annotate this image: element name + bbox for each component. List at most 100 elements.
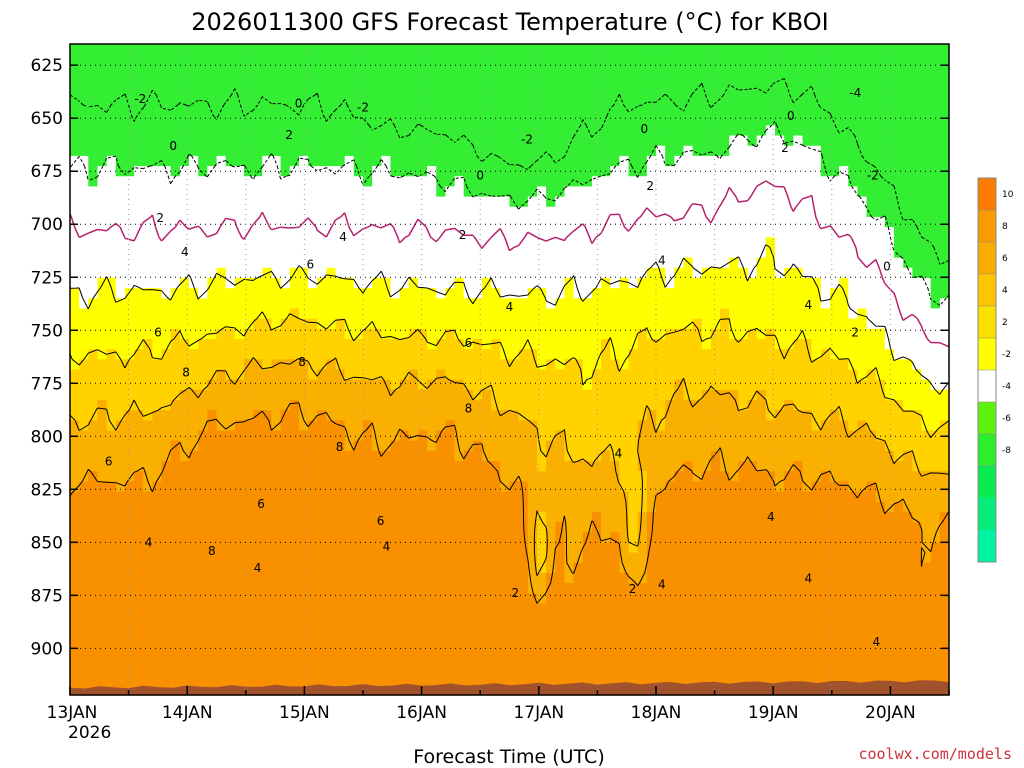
temperature-cell xyxy=(161,644,172,655)
temperature-cell xyxy=(701,145,712,157)
temperature-cell xyxy=(591,674,602,686)
temperature-cell xyxy=(317,318,327,330)
temperature-cell xyxy=(509,135,520,147)
temperature-cell xyxy=(683,267,694,279)
temperature-cell xyxy=(564,389,575,401)
temperature-cell xyxy=(298,277,309,289)
temperature-cell xyxy=(601,511,611,523)
temperature-cell xyxy=(363,155,373,167)
temperature-cell xyxy=(738,613,749,625)
temperature-cell xyxy=(564,644,575,655)
temperature-cell xyxy=(271,369,282,381)
temperature-cell xyxy=(344,461,355,472)
temperature-cell xyxy=(179,267,190,279)
temperature-cell xyxy=(509,664,520,676)
temperature-cell xyxy=(207,623,218,635)
temperature-cell xyxy=(610,481,620,493)
temperature-cell xyxy=(198,491,208,503)
temperature-cell xyxy=(573,664,584,676)
temperature-cell xyxy=(216,542,227,554)
temperature-cell xyxy=(738,583,749,594)
temperature-cell xyxy=(372,511,382,523)
temperature-cell xyxy=(198,450,208,462)
temperature-cell xyxy=(79,542,89,554)
temperature-cell xyxy=(143,216,154,228)
temperature-cell xyxy=(372,135,382,147)
temperature-cell xyxy=(207,369,218,381)
temperature-cell xyxy=(628,674,639,686)
temperature-cell xyxy=(427,440,437,452)
temperature-cell xyxy=(472,176,483,187)
temperature-cell xyxy=(280,196,291,208)
temperature-cell xyxy=(381,186,392,198)
temperature-cell xyxy=(472,267,483,279)
temperature-cell xyxy=(747,257,758,269)
temperature-cell xyxy=(582,318,593,330)
temperature-cell xyxy=(536,481,547,493)
temperature-cell xyxy=(436,105,447,116)
temperature-cell xyxy=(408,603,419,615)
temperature-cell xyxy=(427,74,437,86)
temperature-cell xyxy=(656,74,666,86)
temperature-cell xyxy=(280,84,291,96)
temperature-cell xyxy=(738,247,749,259)
source-credit: coolwx.com/models xyxy=(858,745,1012,763)
temperature-cell xyxy=(289,145,300,157)
temperature-cell xyxy=(317,64,327,76)
temperature-cell xyxy=(344,654,355,666)
temperature-cell xyxy=(518,288,529,299)
temperature-cell xyxy=(335,338,346,350)
temperature-cell xyxy=(143,298,154,310)
temperature-cell xyxy=(628,64,639,76)
temperature-cell xyxy=(683,206,694,218)
temperature-cell xyxy=(289,176,300,187)
temperature-cell xyxy=(253,471,263,482)
temperature-cell xyxy=(610,94,620,106)
temperature-cell xyxy=(152,471,163,482)
temperature-cell xyxy=(610,196,620,208)
temperature-cell xyxy=(152,64,163,76)
temperature-cell xyxy=(207,277,218,289)
temperature-cell xyxy=(674,389,685,401)
temperature-cell xyxy=(482,308,492,320)
temperature-cell xyxy=(738,277,749,289)
temperature-cell xyxy=(399,308,410,320)
temperature-cell xyxy=(363,583,373,594)
temperature-cell xyxy=(619,44,630,55)
temperature-cell xyxy=(756,359,767,371)
temperature-cell xyxy=(271,664,282,676)
temperature-cell xyxy=(152,216,163,228)
temperature-cell xyxy=(152,572,163,584)
temperature-cell xyxy=(298,654,309,666)
temperature-cell xyxy=(646,562,657,574)
temperature-cell xyxy=(564,542,575,554)
temperature-cell xyxy=(289,216,300,228)
temperature-cell xyxy=(408,267,419,279)
temperature-cell xyxy=(189,145,199,157)
temperature-cell xyxy=(637,176,648,187)
temperature-cell xyxy=(637,338,648,350)
temperature-cell xyxy=(88,603,99,615)
temperature-cell xyxy=(591,583,602,594)
temperature-cell xyxy=(527,247,538,259)
temperature-cell xyxy=(390,338,401,350)
temperature-cell xyxy=(198,410,208,421)
temperature-cell xyxy=(152,389,163,401)
temperature-cell xyxy=(335,105,346,116)
temperature-cell xyxy=(79,166,89,177)
temperature-cell xyxy=(555,552,566,564)
temperature-cell xyxy=(317,583,327,594)
temperature-cell xyxy=(390,369,401,381)
temperature-cell xyxy=(701,623,712,635)
temperature-cell xyxy=(656,593,666,605)
temperature-cell xyxy=(97,471,108,482)
temperature-cell xyxy=(747,481,758,493)
temperature-cell xyxy=(454,379,465,391)
temperature-cell xyxy=(152,247,163,259)
temperature-cell xyxy=(372,379,382,391)
temperature-cell xyxy=(637,603,648,615)
temperature-cell xyxy=(582,298,593,310)
temperature-cell xyxy=(436,318,447,330)
temperature-cell xyxy=(70,572,80,584)
temperature-cell xyxy=(317,227,327,238)
